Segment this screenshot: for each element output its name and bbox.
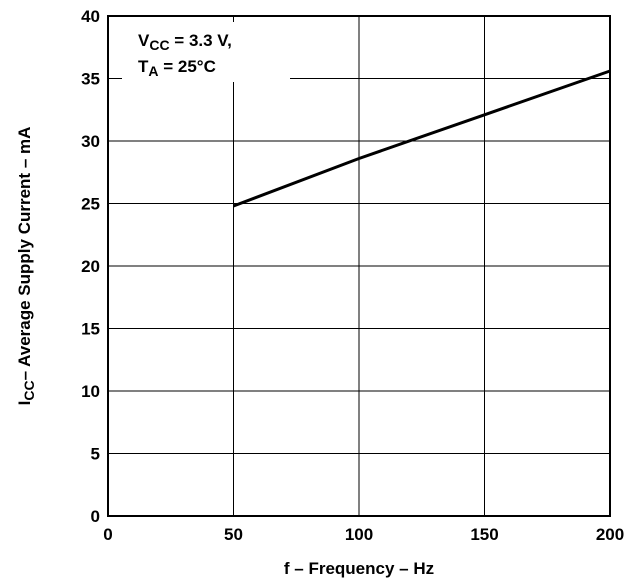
y-tick-label: 10 xyxy=(81,382,100,401)
annotation-background xyxy=(122,22,290,82)
x-tick-label: 200 xyxy=(596,525,624,544)
x-tick-labels: 0 50 100 150 200 xyxy=(103,525,624,544)
x-tick-label: 150 xyxy=(470,525,498,544)
x-tick-label: 0 xyxy=(103,525,112,544)
y-tick-label: 40 xyxy=(81,7,100,26)
x-tick-label: 50 xyxy=(224,525,243,544)
series-line xyxy=(232,69,611,208)
plot-frame xyxy=(107,15,611,517)
y-tick-label: 30 xyxy=(81,132,100,151)
y-tick-label: 5 xyxy=(91,445,100,464)
x-axis-title: f – Frequency – Hz xyxy=(284,559,434,578)
x-tick-label: 100 xyxy=(345,525,373,544)
annotation-ta: TA = 25°C xyxy=(138,57,216,79)
y-tick-label: 15 xyxy=(81,320,100,339)
annotation-vcc: VCC = 3.3 V, xyxy=(138,31,232,53)
y-tick-label: 35 xyxy=(81,70,100,89)
grid-lines xyxy=(108,16,610,516)
y-axis-title: ICC– Average Supply Current – mA xyxy=(15,127,37,406)
y-tick-label: 25 xyxy=(81,195,100,214)
y-tick-label: 20 xyxy=(81,257,100,276)
series-lines xyxy=(232,69,611,208)
y-tick-label: 0 xyxy=(91,507,100,526)
y-tick-labels: 0 5 10 15 20 25 30 35 40 xyxy=(81,7,100,526)
